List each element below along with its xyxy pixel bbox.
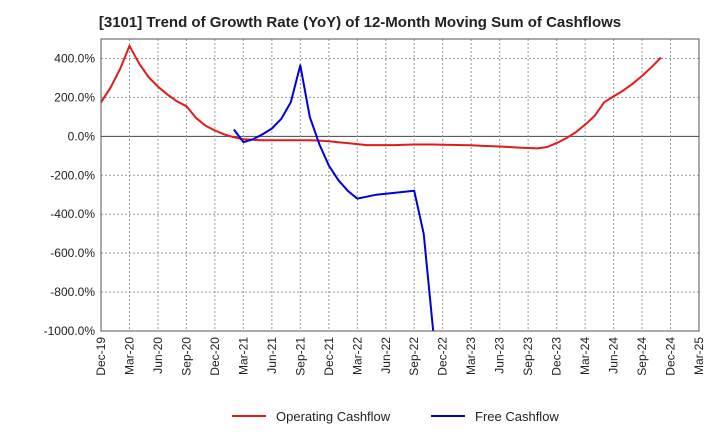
legend-swatch-free [431,415,465,417]
x-tick-label: Sep-23 [521,337,535,376]
x-tick-label: Dec-23 [550,337,564,376]
legend-label-operating: Operating Cashflow [276,408,391,424]
y-tick-label: -800.0% [50,285,95,299]
x-tick-label: Dec-21 [322,337,336,376]
x-tick-label: Sep-24 [635,337,649,376]
x-tick-label: Mar-20 [122,337,136,375]
legend-swatch-operating [232,415,266,417]
grid-layer [101,39,699,331]
x-tick-label: Sep-22 [407,337,421,376]
x-tick-label: Jun-20 [151,337,165,374]
y-tick-label: 400.0% [54,51,95,65]
x-tick-label: Dec-22 [436,337,450,376]
tick-layer: 400.0% 200.0% 0.0% -200.0% -400.0% -600.0% -80… [44,51,706,375]
x-tick-label: Mar-24 [578,337,592,375]
y-tick-label: 0.0% [68,129,96,143]
x-tick-label: Mar-23 [464,337,478,375]
series-line-free-cashflow [233,64,435,332]
x-tick-label: Jun-24 [607,337,621,374]
y-tick-label: -1000.0% [44,324,96,338]
x-tick-label: Dec-24 [664,337,678,376]
x-tick-label: Dec-20 [208,337,222,376]
y-tick-label: 200.0% [54,90,95,104]
x-tick-label: Dec-19 [94,337,108,376]
legend: Operating Cashflow Free Cashflow [0,406,720,426]
series-layer [100,44,662,332]
x-tick-label: Mar-25 [692,337,706,375]
x-tick-label: Jun-23 [493,337,507,374]
x-tick-label: Mar-21 [236,337,250,375]
legend-item-operating: Operating Cashflow [232,406,390,426]
plot-background [101,39,699,331]
x-tick-label: Sep-20 [179,337,193,376]
y-tick-label: -400.0% [50,207,95,221]
legend-label-free: Free Cashflow [475,408,559,424]
x-tick-label: Sep-21 [293,337,307,376]
x-tick-label: Jun-22 [379,337,393,374]
chart-title: [3101] Trend of Growth Rate (YoY) of 12-… [98,14,622,31]
y-tick-label: -600.0% [50,246,95,260]
series-line-operating-cashflow [100,44,662,150]
x-tick-label: Jun-21 [265,337,279,374]
x-tick-label: Mar-22 [350,337,364,375]
legend-item-free: Free Cashflow [431,406,559,426]
plot-frame [100,38,700,332]
y-tick-label: -200.0% [50,168,95,182]
